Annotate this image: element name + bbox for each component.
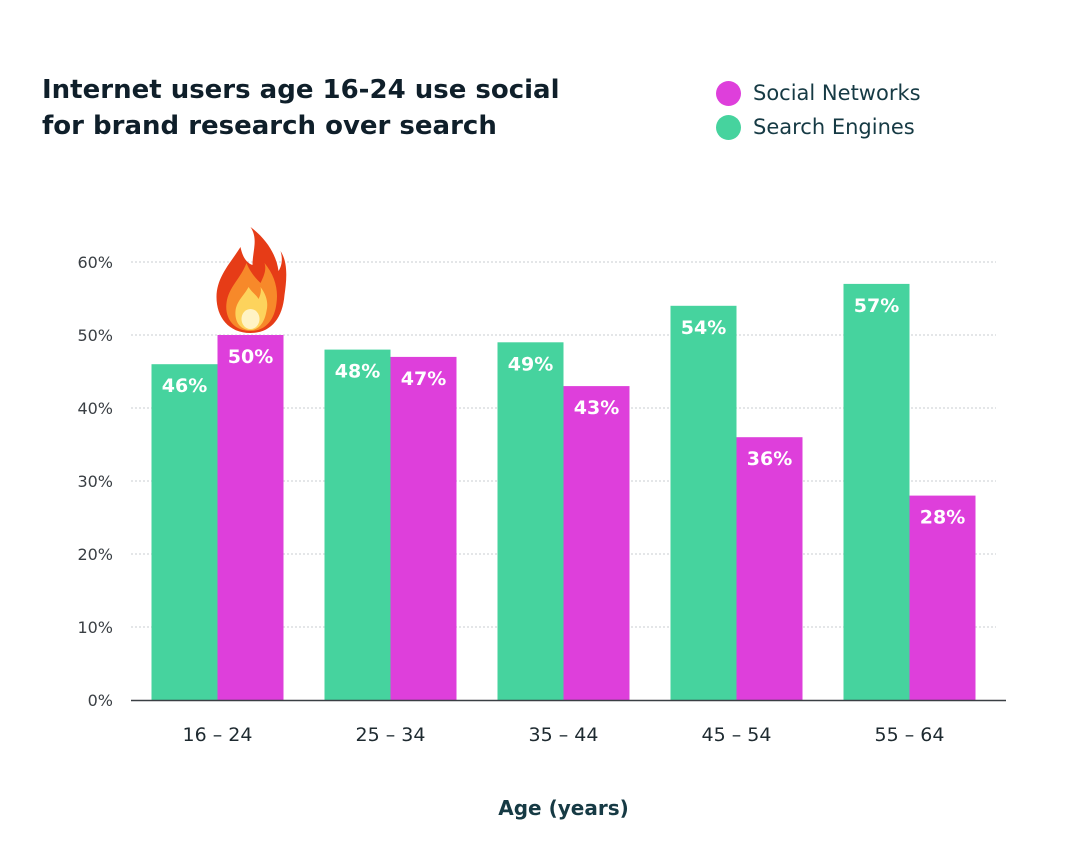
bar-search-engines-55-64 (843, 283, 910, 700)
chart-legend: Social Networks Search Engines (716, 76, 921, 144)
x-axis-title: Age (years) (498, 796, 628, 820)
y-axis-ticks: 0% 10% 20% 30% 40% 50% 60% (77, 253, 113, 710)
y-tick-label: 50% (77, 326, 113, 345)
value-label-social-networks-25-34: 47% (401, 368, 446, 390)
value-labels: 46% 50% 48% 47% 49% 43% 54% 36% 57% 28% (162, 295, 965, 529)
fire-icon (216, 227, 287, 333)
legend-swatch-search-engines (716, 114, 741, 140)
legend-label-social-networks: Social Networks (753, 81, 921, 105)
y-tick-label: 20% (77, 545, 113, 564)
legend-item-search-engines: Search Engines (716, 110, 921, 144)
value-label-social-networks-35-44: 43% (574, 397, 619, 419)
bar-search-engines-35-44 (497, 342, 564, 700)
bar-search-engines-45-54 (670, 305, 737, 700)
y-tick-label: 60% (77, 253, 113, 272)
x-tick-label-35-44: 35 – 44 (529, 724, 599, 746)
annotation (216, 227, 287, 333)
chart-title: Internet users age 16-24 use social for … (42, 72, 602, 144)
y-tick-label: 0% (88, 691, 113, 710)
x-tick-label-45-54: 45 – 54 (702, 724, 772, 746)
value-label-social-networks-16-24: 50% (228, 346, 273, 368)
chart-title-line-2: for brand research over search (42, 111, 497, 141)
value-label-social-networks-55-64: 28% (920, 507, 965, 529)
bar-social-networks-35-44 (563, 386, 630, 700)
bar-social-networks-55-64 (909, 495, 976, 700)
bar-social-networks-25-34 (390, 356, 457, 700)
legend-item-social-networks: Social Networks (716, 76, 921, 110)
legend-swatch-social-networks (716, 80, 741, 106)
value-label-search-engines-45-54: 54% (681, 317, 726, 339)
x-axis-ticks: 16 – 24 25 – 34 35 – 44 45 – 54 55 – 64 (183, 724, 945, 746)
bar-social-networks-16-24 (217, 335, 284, 700)
bar-search-engines-25-34 (324, 349, 391, 700)
bars (151, 283, 976, 700)
x-tick-label-25-34: 25 – 34 (356, 724, 426, 746)
legend-label-search-engines: Search Engines (753, 115, 915, 139)
value-label-search-engines-35-44: 49% (508, 353, 553, 375)
value-label-search-engines-16-24: 46% (162, 375, 207, 397)
y-tick-label: 30% (77, 472, 113, 491)
value-label-social-networks-45-54: 36% (747, 448, 792, 470)
x-tick-label-55-64: 55 – 64 (875, 724, 945, 746)
chart-title-line-1: Internet users age 16-24 use social (42, 75, 560, 105)
bar-social-networks-45-54 (736, 437, 803, 700)
value-label-search-engines-55-64: 57% (854, 295, 899, 317)
y-tick-label: 10% (77, 618, 113, 637)
bar-search-engines-16-24 (151, 364, 218, 700)
value-label-search-engines-25-34: 48% (335, 361, 380, 383)
y-tick-label: 40% (77, 399, 113, 418)
x-tick-label-16-24: 16 – 24 (183, 724, 253, 746)
